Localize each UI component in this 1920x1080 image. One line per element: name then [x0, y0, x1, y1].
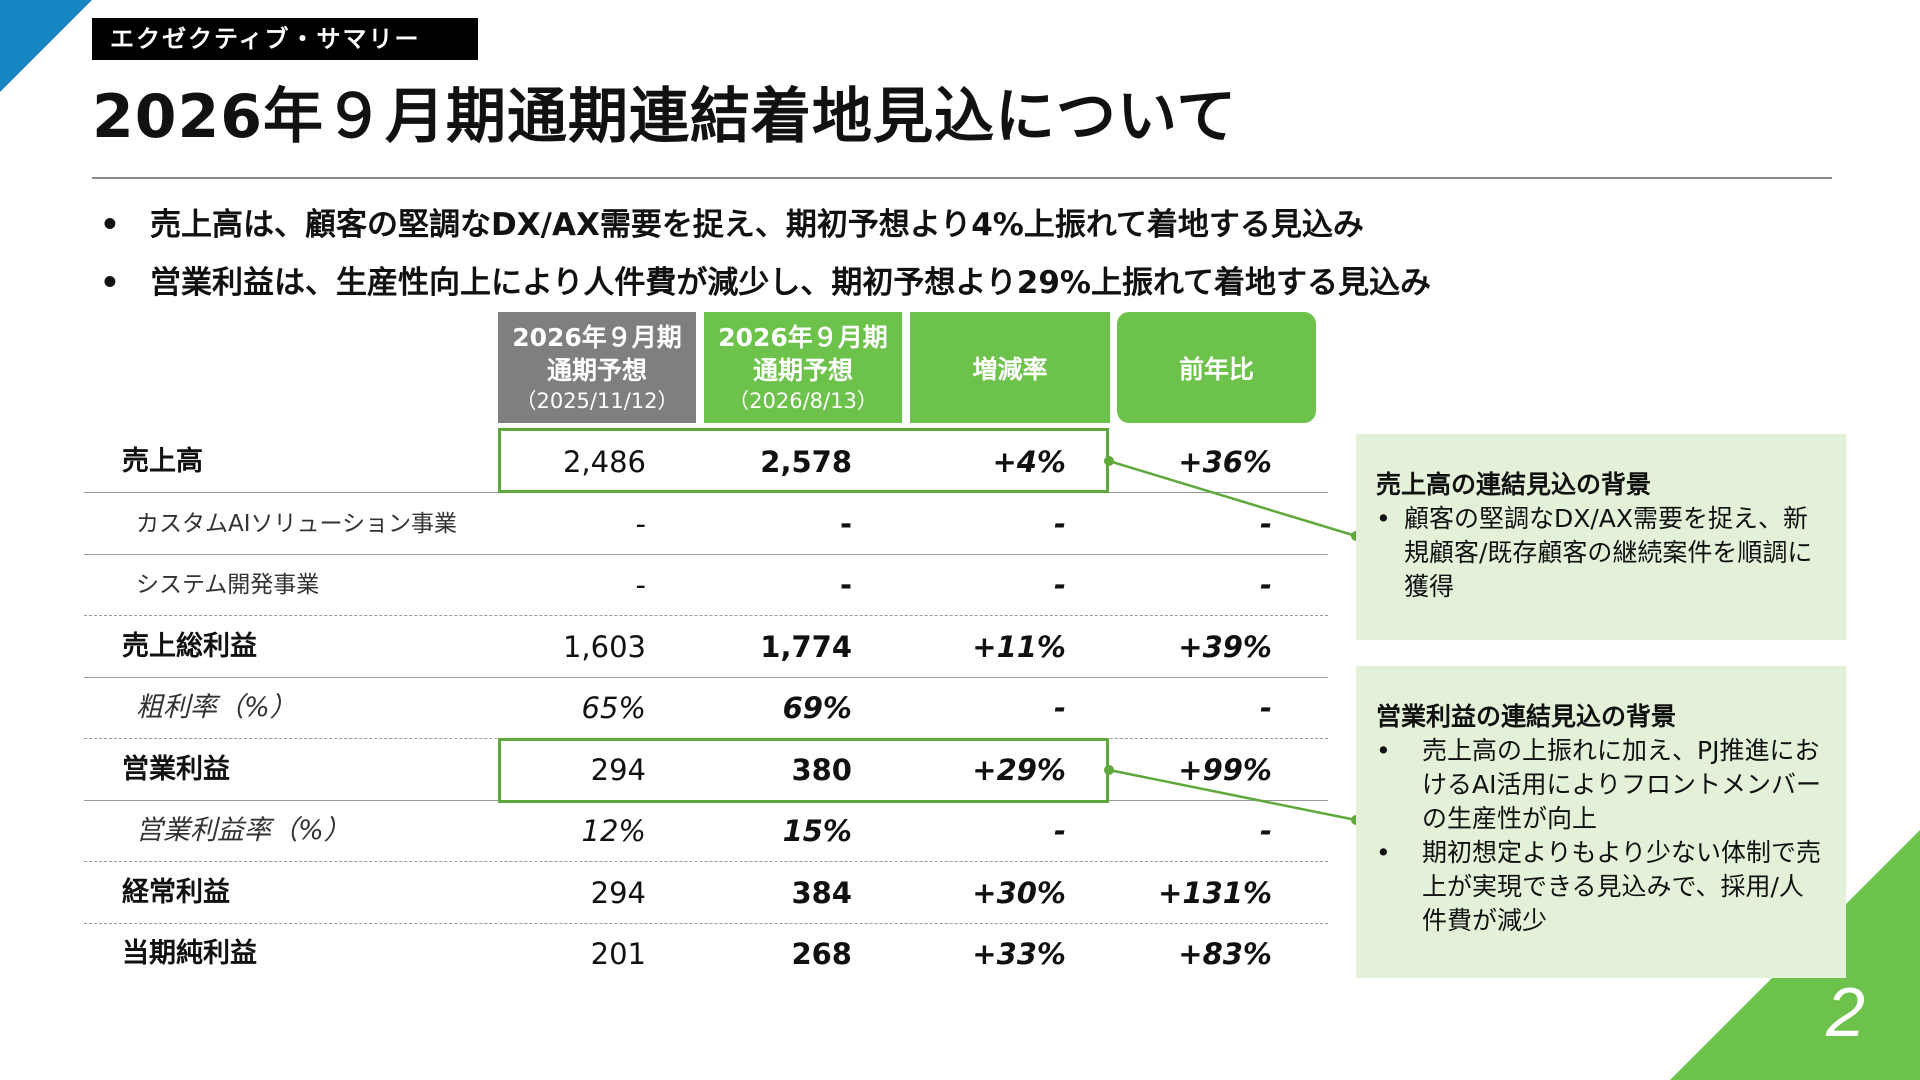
page-number: 2 [1826, 973, 1865, 1051]
header-change-rate: 増減率 [910, 312, 1110, 423]
connector-line-sales [1108, 459, 1357, 538]
table-row: 売上総利益 1,603 1,774 +11% +39% [84, 617, 1328, 678]
corner-accent-top-left [0, 0, 92, 92]
table-row: 当期純利益 201 268 +33% +83% [122, 937, 1272, 971]
bullet-icon: • [1376, 736, 1391, 765]
panel-bullet: • 期初想定よりもより少ない体制で売上が実現できる見込みで、採用/人件費が減少 [1376, 838, 1822, 935]
summary-bullets: • 売上高は、顧客の堅調なDX/AX需要を捉え、期初予想より4%上振れて着地する見… [100, 196, 1431, 312]
bullet-icon: • [100, 207, 120, 243]
connector-dot [1104, 456, 1114, 466]
page-title: 2026年９月期通期連結着地見込について [92, 82, 1238, 152]
panel-title: 営業利益の連結見込の背景 [1376, 702, 1677, 731]
header-initial-forecast: 2026年９月期 通期予想 （2025/11/12） [498, 312, 696, 423]
header-yoy: 前年比 [1117, 312, 1316, 423]
title-divider [92, 177, 1832, 179]
summary-bullet: • 売上高は、顧客の堅調なDX/AX需要を捉え、期初予想より4%上振れて着地する見… [100, 196, 1431, 254]
table-row: システム開発事業 - - - - [84, 555, 1328, 616]
panel-bullet: • 売上高の上振れに加え、PJ推進におけるAI活用によりフロントメンバーの生産性… [1376, 736, 1821, 833]
panel-title: 売上高の連結見込の背景 [1376, 470, 1652, 499]
table-row: 営業利益率（%） 12% 15% - - [84, 801, 1328, 862]
panel-operating-income-background: 営業利益の連結見込の背景 • 売上高の上振れに加え、PJ推進におけるAI活用によ… [1356, 666, 1846, 978]
bullet-icon: • [100, 265, 120, 301]
bullet-icon: • [1376, 838, 1391, 867]
panel-bullet: • 顧客の堅調なDX/AX需要を捉え、新規顧客/既存顧客の継続案件を順調に獲得 [1376, 504, 1813, 601]
connector-line-operating [1108, 768, 1357, 822]
panel-sales-background: 売上高の連結見込の背景 • 顧客の堅調なDX/AX需要を捉え、新規顧客/既存顧客… [1356, 434, 1846, 640]
connector-dot [1104, 765, 1114, 775]
summary-bullet: • 営業利益は、生産性向上により人件費が減少し、期初予想より29%上振れて着地する… [100, 254, 1431, 312]
header-revised-forecast: 2026年９月期 通期予想 （2026/8/13） [704, 312, 902, 423]
section-tag: エクゼクティブ・サマリー [92, 18, 478, 60]
bullet-icon: • [1376, 504, 1391, 533]
table-row: 経常利益 294 384 +30% +131% [84, 863, 1328, 924]
table-row: カスタムAIソリューション事業 - - - - [84, 494, 1328, 555]
